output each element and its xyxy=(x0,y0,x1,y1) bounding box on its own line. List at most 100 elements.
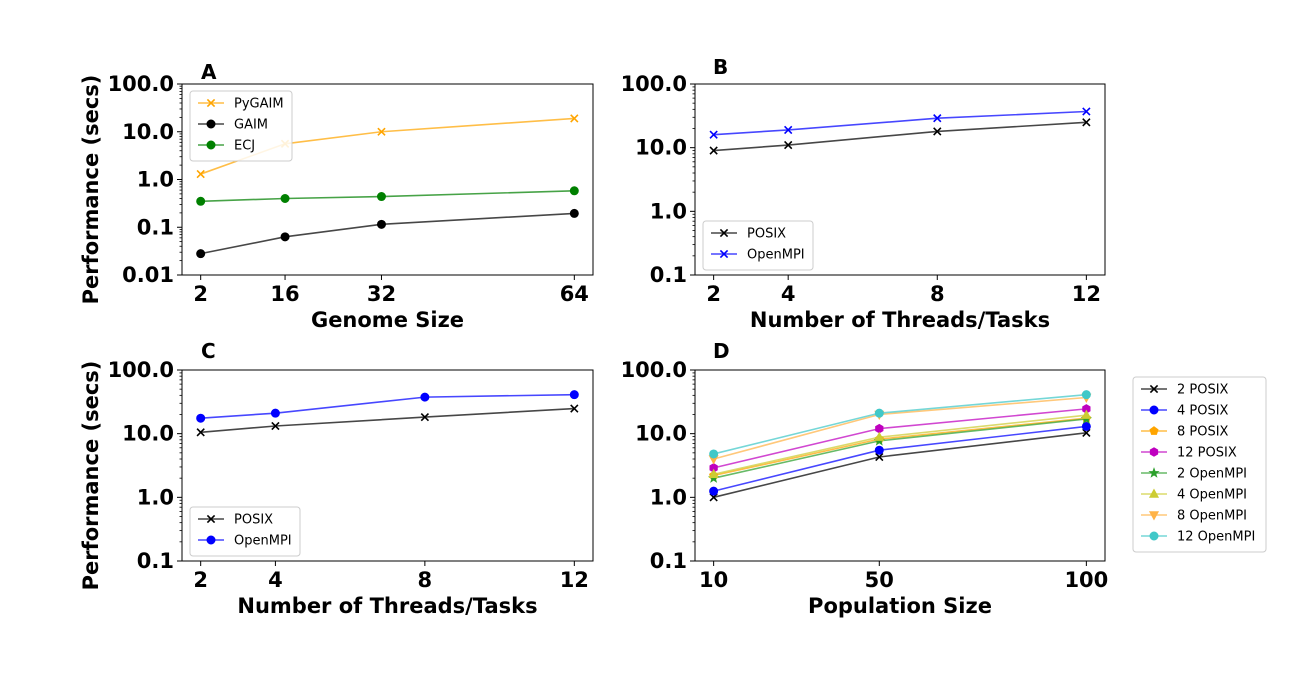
data-point xyxy=(874,408,884,418)
data-point xyxy=(709,449,719,459)
data-point xyxy=(376,219,386,229)
legend-marker xyxy=(1149,426,1159,435)
data-point xyxy=(270,408,280,418)
series-line xyxy=(713,396,1087,460)
legend: PyGAIM GAIM ECJ xyxy=(189,90,293,162)
x-tick-label: 2 xyxy=(193,282,208,306)
y-tick-label: 1.0 xyxy=(650,485,687,509)
legend-item: GAIM xyxy=(198,118,268,133)
data-point xyxy=(420,412,430,422)
data-point xyxy=(280,194,290,204)
data-point xyxy=(1081,409,1092,419)
legend-frame xyxy=(189,90,293,162)
series-posix xyxy=(709,118,1091,155)
x-axis-label: Number of Threads/Tasks xyxy=(237,594,537,618)
y-tick-label: 10.0 xyxy=(635,136,687,160)
x-tick-label: 10 xyxy=(699,568,728,592)
legend-marker xyxy=(1148,467,1160,478)
legend-marker xyxy=(1149,531,1159,541)
legend-marker xyxy=(1148,488,1160,498)
x-axis-label: Genome Size xyxy=(311,308,464,332)
data-point xyxy=(569,390,579,400)
y-tick-label: 100.0 xyxy=(621,72,687,96)
legend: 2 POSIX 4 POSIX 8 POSIX 12 POSIX 2 OpenMPI 4 … xyxy=(1132,376,1267,553)
series-line xyxy=(200,407,575,434)
legend: POSIX OpenMPI xyxy=(702,220,814,271)
legend-label: ECJ xyxy=(234,139,255,154)
x-tick-label: 12 xyxy=(1072,282,1101,306)
data-point xyxy=(1082,118,1091,127)
series-line xyxy=(713,425,1087,492)
legend-item: OpenMPI xyxy=(711,248,805,263)
x-tick-label: 16 xyxy=(270,282,299,306)
legend-item: PyGAIM xyxy=(198,97,284,112)
y-tick-label: 1.0 xyxy=(137,168,174,192)
data-point xyxy=(875,423,884,434)
series-openmpi xyxy=(709,107,1091,139)
legend-item: 4 OpenMPI xyxy=(1141,488,1247,503)
series-ecj xyxy=(196,186,579,206)
plot-frame xyxy=(694,83,1106,276)
data-point xyxy=(875,452,884,462)
data-point xyxy=(196,196,206,206)
legend-marker xyxy=(206,140,216,150)
y-axis-label: Performance (secs) xyxy=(79,361,103,591)
x-tick-label: 32 xyxy=(367,282,396,306)
x-tick-label: 64 xyxy=(560,282,589,306)
series-8-openmpi xyxy=(708,393,1092,465)
legend-item: 8 POSIX xyxy=(1141,425,1229,440)
legend-item: 8 OpenMPI xyxy=(1141,509,1247,524)
legend-marker xyxy=(206,514,216,524)
legend-marker xyxy=(206,535,216,545)
legend-marker xyxy=(719,228,729,238)
data-point xyxy=(376,192,386,202)
data-point xyxy=(1082,107,1091,116)
series-line xyxy=(200,212,575,255)
legend-label: 8 POSIX xyxy=(1177,425,1229,440)
data-point xyxy=(570,404,579,413)
legend-item: POSIX xyxy=(198,513,273,528)
series-12-openmpi xyxy=(709,390,1091,459)
data-point xyxy=(196,413,206,423)
y-tick-label: 0.1 xyxy=(137,549,174,573)
legend-item: 4 POSIX xyxy=(1141,404,1229,419)
series-line xyxy=(713,110,1087,136)
data-point xyxy=(1082,428,1091,438)
panel-letter: C xyxy=(201,339,216,363)
series-line xyxy=(713,121,1087,152)
y-tick-label: 10.0 xyxy=(122,120,174,144)
series-12-posix xyxy=(709,404,1091,473)
legend-label: 4 POSIX xyxy=(1177,404,1229,419)
x-tick-label: 4 xyxy=(268,568,283,592)
x-tick-label: 8 xyxy=(418,568,433,592)
series-gaim xyxy=(196,208,579,259)
legend-item: 2 OpenMPI xyxy=(1141,467,1247,482)
series-4-openmpi xyxy=(708,409,1092,479)
data-point xyxy=(377,127,386,136)
x-tick-label: 2 xyxy=(706,282,721,306)
series-4-posix xyxy=(709,421,1091,496)
y-tick-label: 100.0 xyxy=(621,358,687,382)
data-point xyxy=(196,249,206,259)
legend-marker xyxy=(1148,511,1160,521)
data-point xyxy=(709,146,718,155)
y-tick-label: 10.0 xyxy=(635,422,687,446)
legend-marker xyxy=(1149,447,1159,457)
legend-marker xyxy=(719,249,729,259)
panel-letter: D xyxy=(713,339,730,363)
series-line xyxy=(200,190,575,203)
series-openmpi xyxy=(196,390,579,423)
x-axis-label: Population Size xyxy=(808,594,992,618)
data-point xyxy=(1081,390,1091,400)
legend-label: 8 OpenMPI xyxy=(1177,509,1247,524)
panel-letter: A xyxy=(201,60,217,84)
y-tick-label: 1.0 xyxy=(650,199,687,223)
x-tick-label: 12 xyxy=(560,568,589,592)
legend-marker xyxy=(1149,384,1159,394)
series-8-posix xyxy=(709,413,1091,480)
y-tick-label: 100.0 xyxy=(108,72,174,96)
data-point xyxy=(874,431,885,441)
legend-label: POSIX xyxy=(234,513,273,528)
series-posix xyxy=(196,404,579,437)
